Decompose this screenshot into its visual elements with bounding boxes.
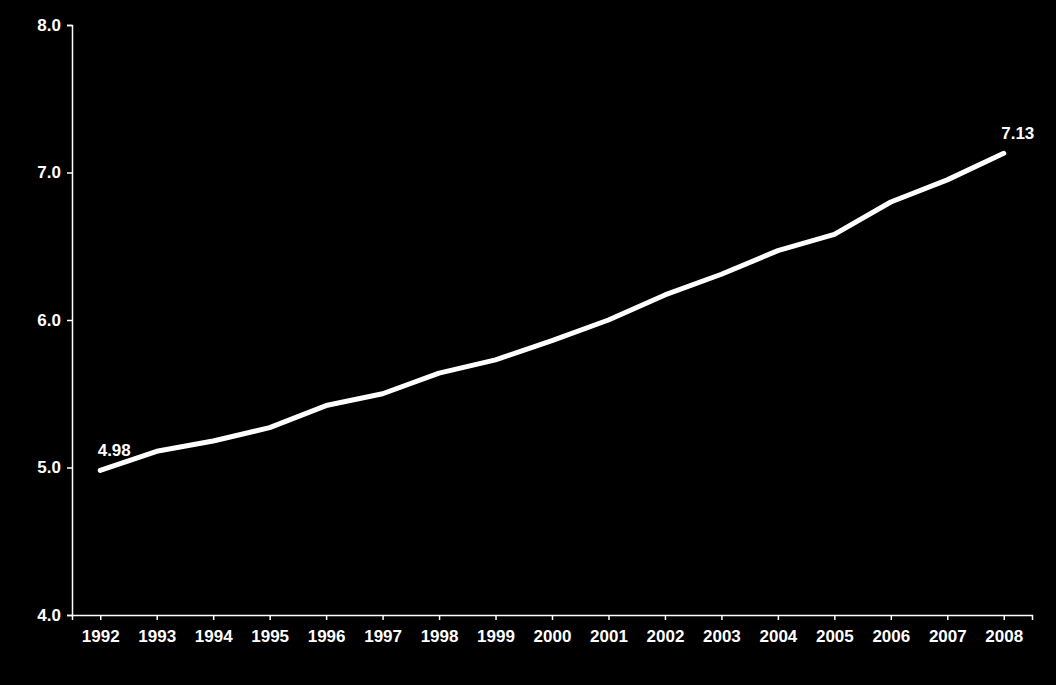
x-tick: 1993 <box>138 615 176 646</box>
x-tick-label: 1995 <box>251 627 289 646</box>
x-tick-label: 2000 <box>534 627 572 646</box>
x-axis-line <box>73 616 1033 621</box>
x-tick: 2008 <box>985 615 1023 646</box>
background <box>0 0 1056 685</box>
x-tick: 1992 <box>82 615 120 646</box>
x-tick-label: 2003 <box>703 627 741 646</box>
x-tick: 2007 <box>929 615 967 646</box>
x-tick-mark <box>156 615 158 620</box>
x-tick-mark <box>382 615 384 620</box>
y-tick-label: 6.0 <box>37 311 61 330</box>
x-tick-label: 1992 <box>82 627 120 646</box>
y-tick-mark <box>67 615 72 617</box>
x-tick: 1997 <box>364 615 402 646</box>
y-tick-label: 8.0 <box>37 16 61 35</box>
x-tick-mark <box>552 615 554 620</box>
x-tick-label: 2004 <box>759 627 797 646</box>
x-tick: 2000 <box>534 615 572 646</box>
y-tick: 4.0 <box>37 606 72 625</box>
x-tick-mark <box>1004 615 1006 620</box>
x-tick-label: 2008 <box>985 627 1023 646</box>
x-tick-label: 1997 <box>364 627 402 646</box>
x-tick-mark <box>778 615 780 620</box>
y-tick-label: 5.0 <box>37 458 61 477</box>
x-tick-mark <box>891 615 893 620</box>
x-tick-mark <box>326 615 328 620</box>
y-tick-mark <box>67 467 72 469</box>
x-tick-mark <box>608 615 610 620</box>
y-tick: 6.0 <box>37 311 72 330</box>
x-tick: 1998 <box>421 615 459 646</box>
y-axis: 4.0 5.0 6.0 7.0 8.0 <box>37 16 72 625</box>
x-tick: 2001 <box>590 615 628 646</box>
x-tick-mark <box>439 615 441 620</box>
plot-area <box>100 153 1004 470</box>
x-tick: 1995 <box>251 615 289 646</box>
y-tick: 8.0 <box>37 16 72 35</box>
x-tick: 2003 <box>703 615 741 646</box>
series-line <box>100 153 1004 470</box>
x-tick-mark <box>721 615 723 620</box>
x-tick: 2004 <box>759 615 797 646</box>
y-tick-label: 4.0 <box>37 606 61 625</box>
x-tick-label: 1993 <box>138 627 176 646</box>
chart: 4.05.06.07.08.01992199319941995199619971… <box>0 0 1056 685</box>
data-label: 4.98 <box>98 441 131 460</box>
x-tick-label: 2001 <box>590 627 628 646</box>
x-tick-label: 2007 <box>929 627 967 646</box>
x-tick-label: 1994 <box>195 627 233 646</box>
y-axis-line <box>67 26 73 616</box>
x-tick-mark <box>269 615 271 620</box>
x-tick-mark <box>100 615 102 620</box>
x-tick-mark <box>495 615 497 620</box>
y-tick-mark <box>67 320 72 322</box>
x-tick: 2005 <box>816 615 854 646</box>
x-tick-mark <box>947 615 949 620</box>
x-tick-label: 2002 <box>647 627 685 646</box>
x-tick: 1994 <box>195 615 233 646</box>
data-labels: 4.98 7.13 <box>98 124 1035 460</box>
y-tick-mark <box>67 172 72 174</box>
x-tick-label: 2005 <box>816 627 854 646</box>
x-axis: 1992 1993 1994 1995 1996 1997 1998 1999 2000 2001… <box>73 615 1033 646</box>
y-tick: 5.0 <box>37 458 72 477</box>
x-tick-label: 1996 <box>308 627 346 646</box>
x-tick: 2002 <box>647 615 685 646</box>
x-tick-label: 1998 <box>421 627 459 646</box>
x-tick-mark <box>834 615 836 620</box>
x-tick: 1996 <box>308 615 346 646</box>
y-tick-mark <box>67 25 72 27</box>
x-tick: 2006 <box>872 615 910 646</box>
x-tick-label: 2006 <box>872 627 910 646</box>
y-tick-label: 7.0 <box>37 163 61 182</box>
x-tick-mark <box>213 615 215 620</box>
x-tick: 1999 <box>477 615 515 646</box>
data-label: 7.13 <box>1001 124 1034 143</box>
x-tick-mark <box>665 615 667 620</box>
x-tick-label: 1999 <box>477 627 515 646</box>
y-tick: 7.0 <box>37 163 72 182</box>
